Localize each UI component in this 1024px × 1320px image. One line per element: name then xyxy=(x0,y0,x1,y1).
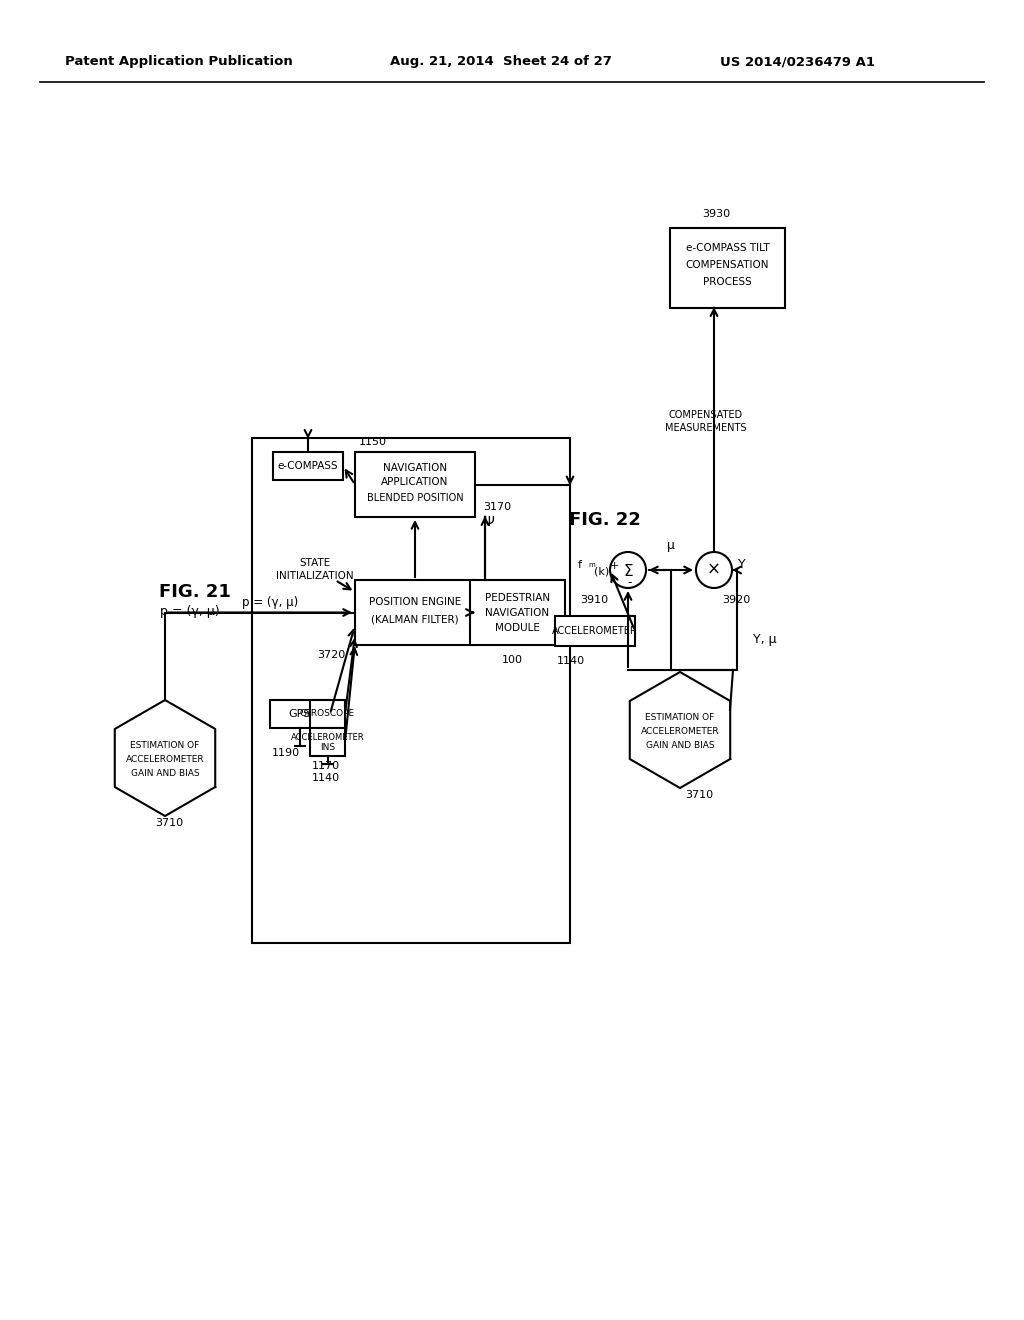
Text: ACCELEROMETER: ACCELEROMETER xyxy=(552,626,638,636)
Text: -: - xyxy=(628,577,632,590)
Text: ESTIMATION OF: ESTIMATION OF xyxy=(645,714,715,722)
Text: GPS: GPS xyxy=(289,709,311,719)
Text: POSITION ENGINE: POSITION ENGINE xyxy=(369,597,461,607)
Text: INITIALIZATION: INITIALIZATION xyxy=(276,572,354,581)
Text: 3910: 3910 xyxy=(580,595,608,605)
FancyBboxPatch shape xyxy=(470,579,565,645)
Text: ACCELEROMETER: ACCELEROMETER xyxy=(126,755,205,764)
Text: f: f xyxy=(578,560,582,570)
Text: MODULE: MODULE xyxy=(495,623,540,634)
Polygon shape xyxy=(115,700,215,816)
Text: +: + xyxy=(609,561,618,572)
Text: GAIN AND BIAS: GAIN AND BIAS xyxy=(131,770,200,779)
Text: GAIN AND BIAS: GAIN AND BIAS xyxy=(646,742,715,751)
Polygon shape xyxy=(630,672,730,788)
FancyBboxPatch shape xyxy=(310,729,345,756)
Text: Ψ: Ψ xyxy=(483,515,494,529)
Text: ACCELEROMETER: ACCELEROMETER xyxy=(641,727,719,737)
Text: PROCESS: PROCESS xyxy=(703,277,752,286)
Circle shape xyxy=(610,552,646,587)
Text: 3710: 3710 xyxy=(685,789,713,800)
Text: ESTIMATION OF: ESTIMATION OF xyxy=(130,742,200,751)
Text: (KALMAN FILTER): (KALMAN FILTER) xyxy=(371,615,459,624)
FancyBboxPatch shape xyxy=(355,451,475,517)
Text: APPLICATION: APPLICATION xyxy=(381,477,449,487)
Text: 1150: 1150 xyxy=(359,437,387,447)
Text: Patent Application Publication: Patent Application Publication xyxy=(65,55,293,69)
Text: FIG. 21: FIG. 21 xyxy=(159,583,231,601)
Text: ACCELEROMETER: ACCELEROMETER xyxy=(291,734,365,742)
FancyBboxPatch shape xyxy=(670,228,785,308)
FancyBboxPatch shape xyxy=(310,700,345,729)
Text: (k): (k) xyxy=(594,568,609,577)
Circle shape xyxy=(696,552,732,587)
Text: μ: μ xyxy=(667,540,675,553)
Text: ×: × xyxy=(707,561,721,579)
Text: 100: 100 xyxy=(502,655,523,665)
Text: p = (γ, μ): p = (γ, μ) xyxy=(160,606,220,619)
Text: m: m xyxy=(588,562,595,568)
Text: e-COMPASS: e-COMPASS xyxy=(278,461,338,471)
Text: p = (γ, μ): p = (γ, μ) xyxy=(242,597,298,609)
Text: Aug. 21, 2014  Sheet 24 of 27: Aug. 21, 2014 Sheet 24 of 27 xyxy=(390,55,612,69)
Text: US 2014/0236479 A1: US 2014/0236479 A1 xyxy=(720,55,874,69)
Text: 1140: 1140 xyxy=(312,774,340,783)
Text: 3930: 3930 xyxy=(702,209,731,219)
Text: 1140: 1140 xyxy=(557,656,585,667)
Text: e-COMPASS TILT: e-COMPASS TILT xyxy=(686,243,769,253)
Text: Y: Y xyxy=(738,558,745,572)
Text: 3720: 3720 xyxy=(316,649,345,660)
Text: 3170: 3170 xyxy=(483,502,511,512)
Text: NAVIGATION: NAVIGATION xyxy=(383,463,447,473)
Text: 1190: 1190 xyxy=(272,748,300,758)
Text: MEASUREMENTS: MEASUREMENTS xyxy=(665,422,746,433)
Text: COMPENSATION: COMPENSATION xyxy=(686,260,769,271)
Text: INS: INS xyxy=(319,743,335,752)
Text: 1170: 1170 xyxy=(312,762,340,771)
FancyBboxPatch shape xyxy=(270,700,330,729)
FancyBboxPatch shape xyxy=(355,579,475,645)
Text: Y, μ: Y, μ xyxy=(753,634,776,647)
Text: Σ: Σ xyxy=(624,564,633,578)
Text: GYROSCOPE: GYROSCOPE xyxy=(300,710,355,718)
Text: 3920: 3920 xyxy=(722,595,751,605)
FancyBboxPatch shape xyxy=(252,438,570,942)
Text: COMPENSATED: COMPENSATED xyxy=(669,411,742,420)
Text: NAVIGATION: NAVIGATION xyxy=(485,609,550,618)
Text: STATE: STATE xyxy=(299,558,331,568)
Text: FIG. 22: FIG. 22 xyxy=(569,511,641,529)
Text: PEDESTRIAN: PEDESTRIAN xyxy=(485,593,550,603)
FancyBboxPatch shape xyxy=(555,616,635,645)
FancyBboxPatch shape xyxy=(273,451,343,480)
Text: 3710: 3710 xyxy=(155,818,183,828)
Text: BLENDED POSITION: BLENDED POSITION xyxy=(367,492,463,503)
